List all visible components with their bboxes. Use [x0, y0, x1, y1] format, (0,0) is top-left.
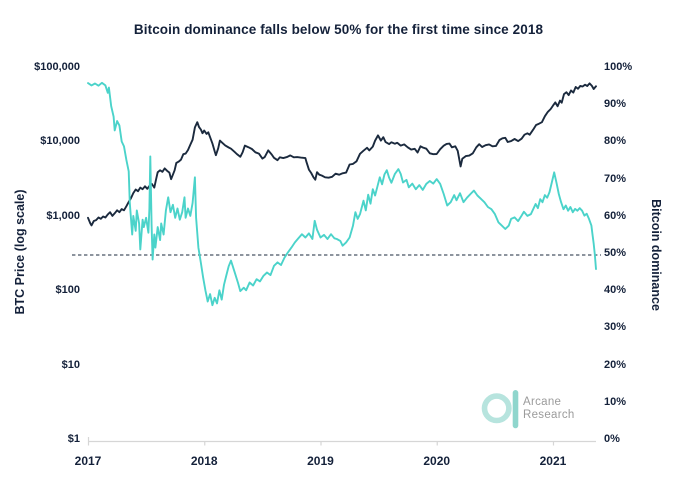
logo-ring-icon: [481, 393, 512, 424]
axis-tick-label: $1: [67, 433, 80, 445]
series-line-btc_price: [87, 82, 597, 227]
logo-text-line1: Arcane: [523, 396, 562, 408]
axis-tick-label: 10%: [604, 395, 627, 408]
axis-tick-label: 70%: [604, 172, 627, 185]
logo-text-line2: Research: [523, 409, 575, 421]
x-axis-tick-label: 2020: [423, 454, 451, 468]
axis-tick-label: $100: [55, 284, 80, 297]
chart-title: Bitcoin dominance falls below 50% for th…: [133, 22, 544, 37]
axis-tick-label: 100%: [604, 61, 633, 73]
axis-tick-label: $1,000: [46, 209, 80, 222]
axis-tick-label: $100,000: [34, 61, 80, 73]
left-axis-title: BTC Price (log scale): [13, 189, 27, 315]
x-axis-tick-label: 2017: [74, 454, 102, 468]
right-axis-title: Bitcoin dominance: [649, 199, 663, 311]
logo-bar-icon: [512, 390, 519, 429]
axis-tick-label: 30%: [604, 321, 627, 334]
axis-tick-label: 0%: [604, 433, 620, 445]
axis-tick-label: 60%: [604, 209, 627, 222]
arcane-logo-text: Arcane Research: [523, 396, 575, 422]
axis-tick-label: 90%: [604, 98, 627, 111]
x-axis-tick-label: 2018: [190, 454, 218, 468]
axis-tick-label: $10,000: [40, 135, 80, 148]
x-axis-tick-label: 2021: [539, 454, 567, 468]
axis-tick-label: 80%: [604, 135, 627, 148]
arcane-logo-mark: [481, 390, 519, 429]
axis-tick-label: $10: [61, 358, 80, 371]
series-line-bitcoin_dominance: [87, 81, 597, 307]
arcane-research-logo: Arcane Research: [479, 389, 629, 435]
x-axis-tick-label: 2019: [307, 454, 334, 468]
axis-tick-label: 40%: [604, 284, 627, 297]
axis-tick-label: 50%: [604, 247, 627, 259]
axis-tick-label: 20%: [604, 358, 627, 371]
